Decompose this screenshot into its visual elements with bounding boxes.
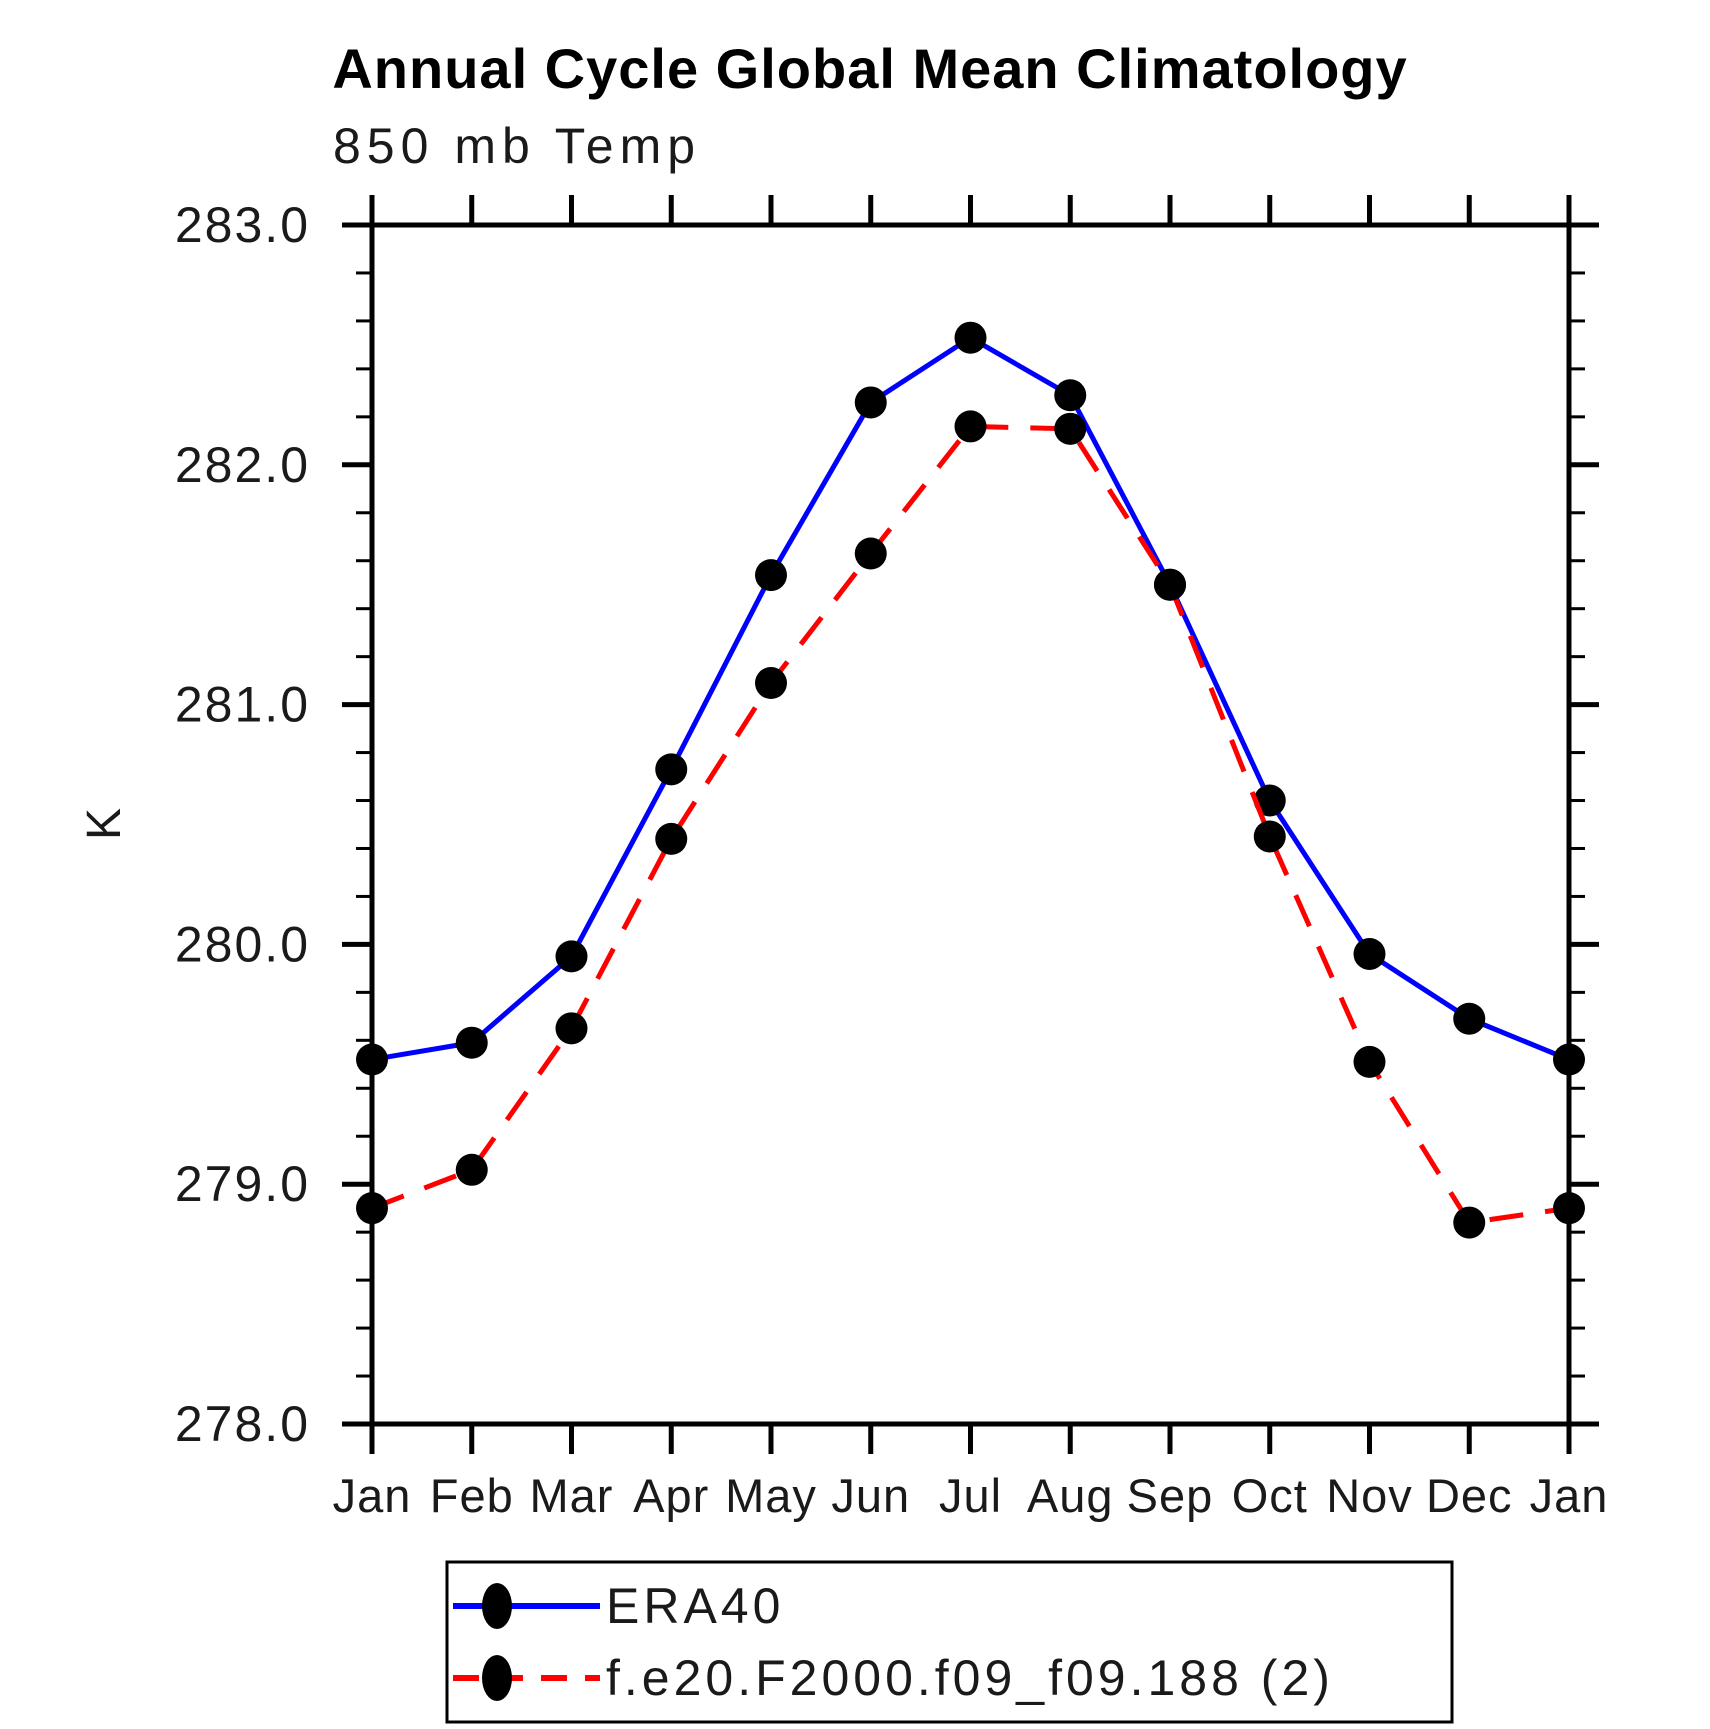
- data-point-marker-era40: [1253, 784, 1286, 817]
- legend-marker-model-icon: [482, 1655, 512, 1701]
- data-point-marker-model: [555, 1012, 588, 1045]
- x-tick-label: Nov: [1326, 1469, 1413, 1522]
- legend-box: [445, 1560, 1454, 1724]
- data-point-marker-model: [1154, 568, 1186, 601]
- x-tick-label: Jan: [1530, 1469, 1609, 1522]
- x-tick-label: Mar: [530, 1469, 614, 1522]
- data-point-marker-era40: [455, 1026, 488, 1059]
- data-point-marker-era40: [655, 753, 688, 786]
- data-point-marker-era40: [755, 559, 787, 592]
- x-tick-label: Jan: [333, 1469, 412, 1522]
- data-point-marker-era40: [854, 386, 887, 419]
- data-point-marker-model: [1054, 412, 1087, 445]
- legend: ERA40 f.e20.F2000.f09_f09.188 (2): [445, 1560, 1454, 1724]
- x-tick-label: Feb: [430, 1469, 514, 1522]
- x-tick-label: Apr: [633, 1469, 709, 1522]
- plot-frame: [369, 222, 1572, 1427]
- data-point-marker-model: [1453, 1206, 1486, 1239]
- data-point-marker-era40: [1453, 1002, 1486, 1035]
- legend-label-model: f.e20.F2000.f09_f09.188 (2): [606, 1650, 1334, 1706]
- data-point-marker-model: [1553, 1192, 1585, 1225]
- data-point-marker-model: [755, 667, 787, 700]
- x-tick-label: Sep: [1127, 1469, 1214, 1522]
- x-tick-label: Jun: [831, 1469, 910, 1522]
- series-line-model: [371, 423, 1570, 1226]
- data-point-marker-era40: [555, 940, 588, 973]
- data-point-marker-model: [1253, 820, 1286, 853]
- y-tick-label: 278.0: [175, 1396, 310, 1452]
- data-series: [356, 321, 1585, 1239]
- y-tick-label: 280.0: [175, 916, 310, 972]
- data-point-marker-era40: [356, 1043, 388, 1076]
- y-axis-label: K: [78, 806, 131, 840]
- series-line-era40: [371, 334, 1570, 1062]
- y-tick-label: 279.0: [175, 1156, 310, 1212]
- x-tick-label: Aug: [1027, 1469, 1114, 1522]
- chart-title: Annual Cycle Global Mean Climatology: [332, 37, 1407, 100]
- x-tick-label: Dec: [1426, 1469, 1513, 1522]
- data-point-marker-model: [854, 537, 887, 570]
- legend-label-era40: ERA40: [606, 1578, 784, 1634]
- data-point-marker-model: [1353, 1045, 1386, 1078]
- y-tick-label: 282.0: [175, 437, 310, 493]
- data-point-marker-model: [954, 410, 987, 443]
- data-point-marker-era40: [1353, 937, 1386, 970]
- data-point-marker-era40: [1553, 1043, 1585, 1076]
- data-point-marker-era40: [1054, 379, 1087, 412]
- y-tick-label: 281.0: [175, 677, 310, 733]
- x-tick-label: Jul: [939, 1469, 1002, 1522]
- data-point-marker-model: [655, 822, 688, 855]
- axis-ticks: [342, 195, 1599, 1454]
- chart-subtitle: 850 mb Temp: [333, 118, 701, 174]
- data-point-marker-model: [455, 1153, 488, 1186]
- y-tick-label: 283.0: [175, 197, 310, 253]
- x-tick-label: Oct: [1232, 1469, 1308, 1522]
- axis-tick-labels: 278.0 279.0 280.0 281.0 282.0 283.0 Jan Feb Mar A…: [175, 197, 1609, 1522]
- data-point-marker-era40: [954, 321, 987, 354]
- x-tick-label: May: [725, 1469, 817, 1522]
- legend-marker-era40-icon: [482, 1583, 512, 1629]
- data-point-marker-model: [356, 1192, 388, 1225]
